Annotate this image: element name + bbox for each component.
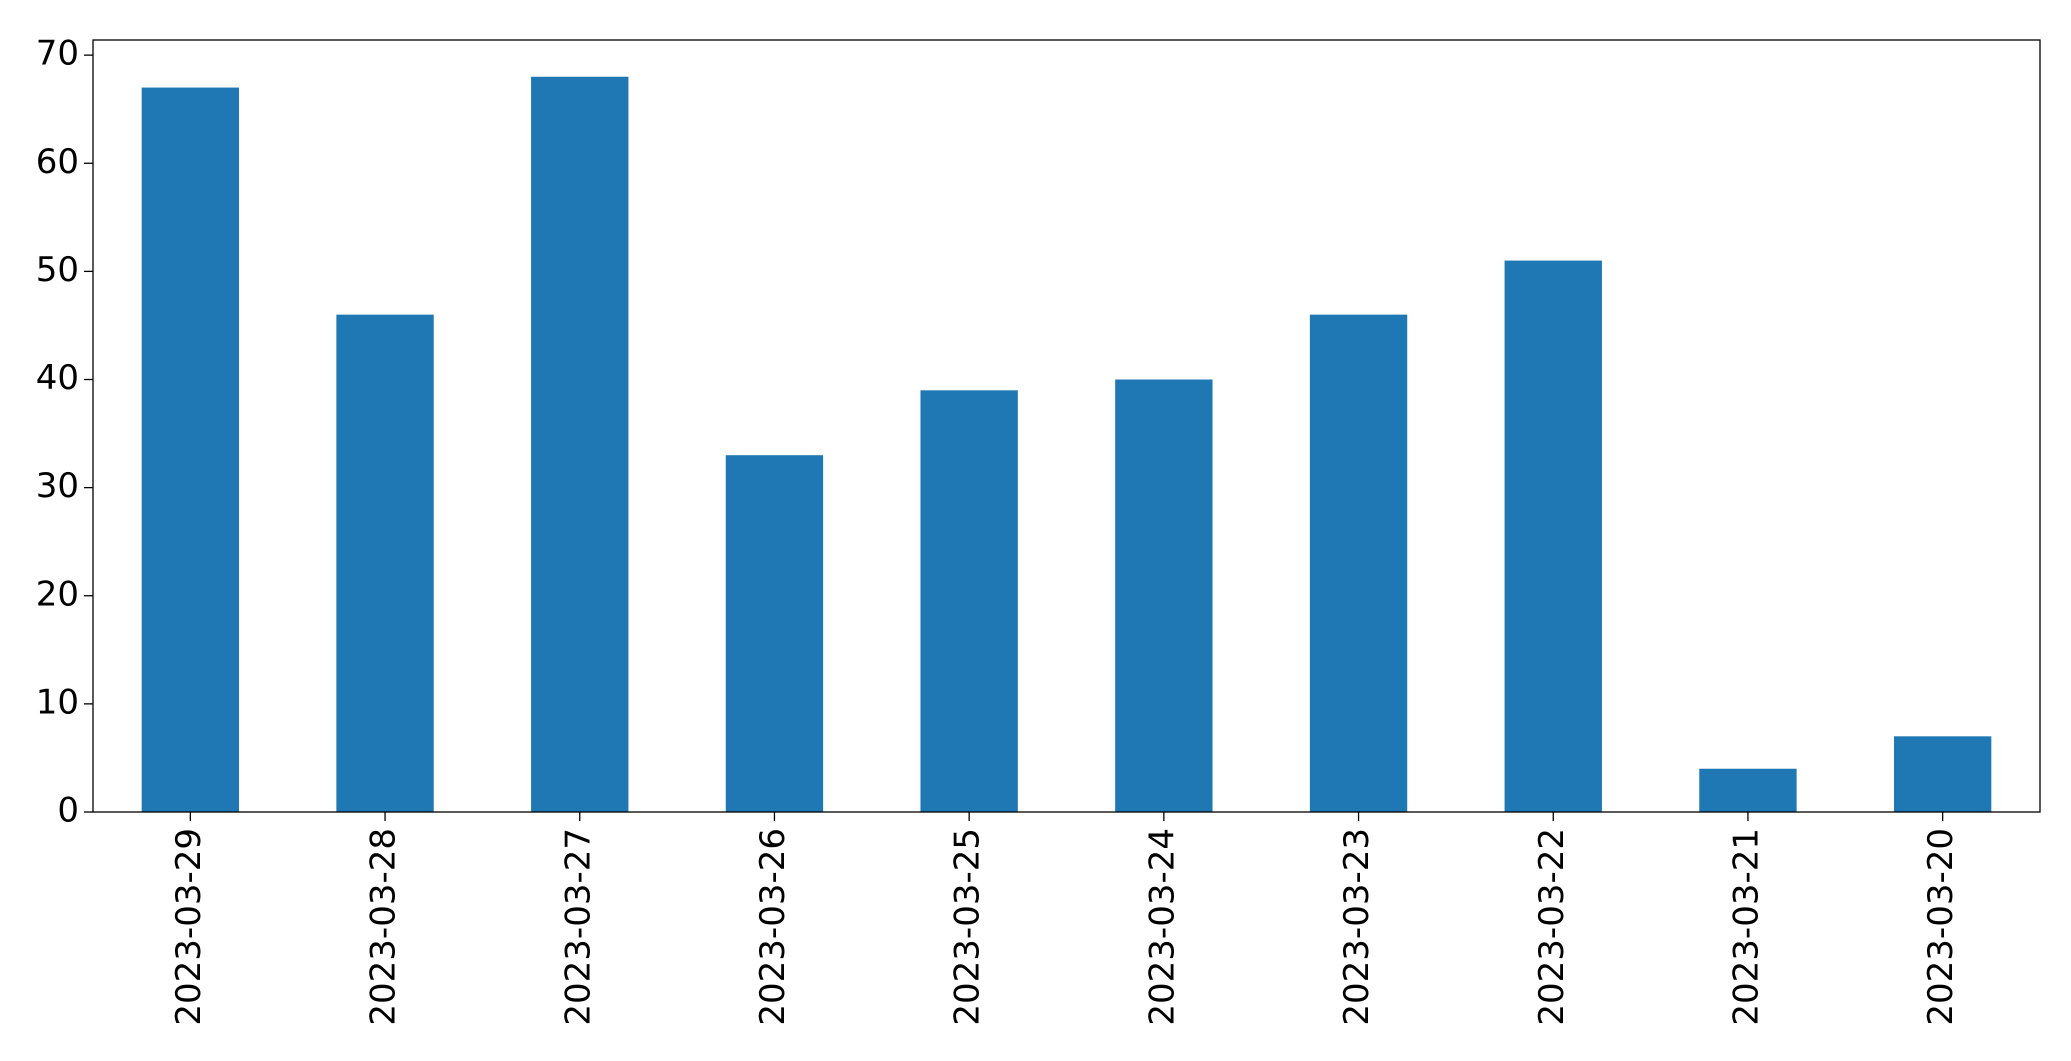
bar	[141, 87, 240, 813]
bar	[1699, 768, 1797, 812]
bar	[531, 76, 629, 812]
x-tick-label: 2023-03-20	[1921, 828, 1961, 1026]
bar	[725, 455, 824, 812]
x-tick-label: 2023-03-28	[364, 828, 404, 1026]
x-tick-label: 2023-03-22	[1532, 828, 1572, 1026]
plot-frame	[92, 39, 2041, 813]
y-tick-label: 60	[36, 142, 79, 182]
bar	[336, 314, 434, 812]
y-tick-label: 20	[36, 574, 79, 614]
x-tick-label: 2023-03-25	[948, 828, 988, 1026]
bar	[1893, 736, 1992, 812]
bar	[920, 390, 1018, 812]
y-tick-label: 10	[36, 682, 79, 722]
y-tick-label: 50	[36, 250, 79, 290]
y-tick-label: 0	[57, 791, 79, 831]
x-tick-label: 2023-03-23	[1337, 828, 1377, 1026]
x-tick-label: 2023-03-27	[558, 828, 598, 1026]
y-tick-label: 30	[36, 466, 79, 506]
bar	[1309, 314, 1408, 812]
x-tick-label: 2023-03-29	[169, 828, 209, 1026]
bar	[1504, 260, 1602, 813]
bar	[1115, 379, 1213, 812]
x-tick-label: 2023-03-24	[1142, 828, 1182, 1026]
y-tick-label: 70	[36, 34, 79, 74]
y-tick-label: 40	[36, 358, 79, 398]
x-tick-label: 2023-03-21	[1726, 828, 1766, 1026]
x-tick-label: 2023-03-26	[753, 828, 793, 1026]
